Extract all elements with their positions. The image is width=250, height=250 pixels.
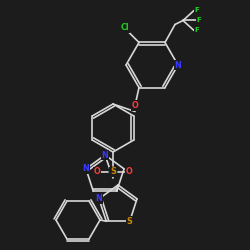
Text: N: N xyxy=(82,164,89,173)
Text: F: F xyxy=(194,8,200,14)
Text: N: N xyxy=(174,60,182,70)
Text: S: S xyxy=(110,168,116,176)
Text: F: F xyxy=(196,18,202,24)
Text: S: S xyxy=(127,217,133,226)
Text: N: N xyxy=(96,194,102,203)
Text: O: O xyxy=(126,168,132,176)
Text: N: N xyxy=(102,150,108,160)
Text: O: O xyxy=(94,168,100,176)
Text: O: O xyxy=(132,101,138,110)
Text: F: F xyxy=(194,28,200,34)
Text: Cl: Cl xyxy=(121,23,129,32)
